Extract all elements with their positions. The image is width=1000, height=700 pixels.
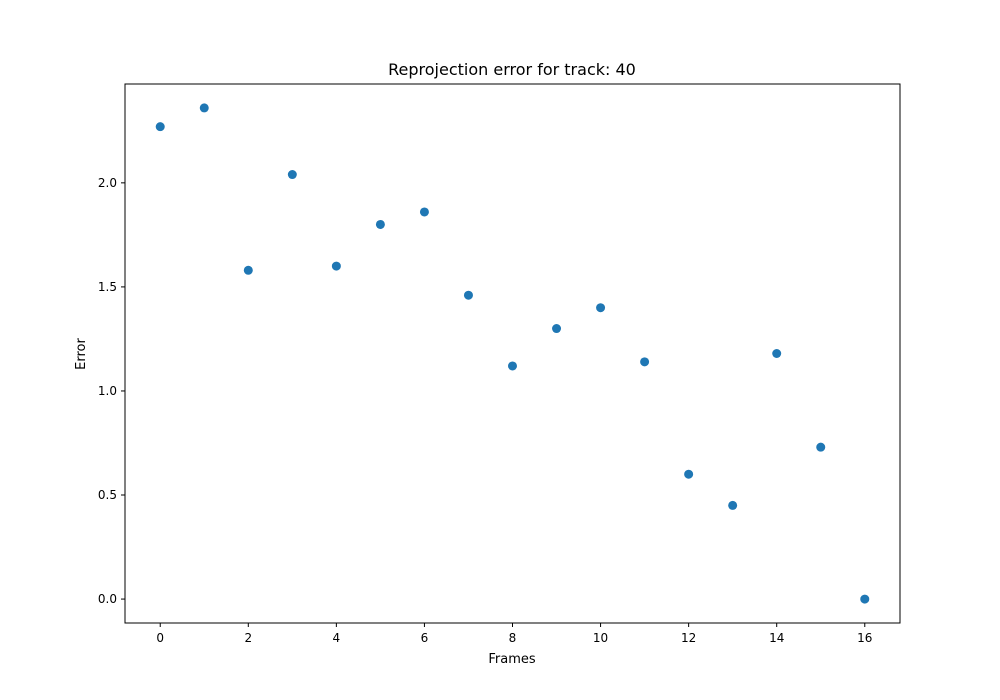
data-point — [596, 303, 606, 313]
data-point — [331, 261, 341, 271]
data-point — [463, 290, 473, 300]
data-point — [419, 207, 429, 217]
data-point — [772, 349, 782, 358]
x-tick-label: 0 — [156, 631, 164, 645]
x-tick-label: 6 — [421, 631, 429, 645]
x-tick-label: 4 — [333, 631, 341, 645]
data-point — [287, 170, 297, 180]
data-point — [728, 500, 738, 510]
y-tick-label: 0.5 — [98, 488, 117, 502]
data-point — [508, 361, 517, 371]
data-point — [375, 219, 385, 229]
y-tick-label: 2.0 — [98, 176, 117, 190]
chart-title: Reprojection error for track: 40 — [388, 60, 636, 79]
x-tick-label: 12 — [681, 631, 696, 645]
data-point — [243, 265, 253, 275]
x-tick-label: 16 — [857, 631, 872, 645]
x-axis-ticks: 0 2 4 6 8 10 12 14 16 — [156, 623, 872, 645]
data-point — [199, 103, 209, 113]
y-tick-label: 1.0 — [98, 384, 117, 398]
data-point — [552, 324, 562, 334]
data-point — [684, 469, 694, 479]
y-tick-label: 0.0 — [98, 592, 117, 606]
x-tick-label: 8 — [509, 631, 517, 645]
x-tick-label: 2 — [244, 631, 252, 645]
data-point — [155, 122, 165, 132]
x-tick-label: 10 — [593, 631, 608, 645]
plot-frame — [124, 83, 901, 624]
x-axis-label: Frames — [488, 652, 536, 667]
y-axis-label: Error — [74, 338, 89, 370]
data-point — [816, 442, 826, 452]
x-tick-label: 14 — [769, 631, 784, 645]
y-axis-ticks: 0.0 0.5 1.0 1.5 2.0 — [98, 176, 125, 606]
data-point — [640, 357, 650, 367]
data-point — [860, 594, 870, 604]
data-points — [155, 103, 870, 604]
y-tick-label: 1.5 — [98, 280, 117, 294]
